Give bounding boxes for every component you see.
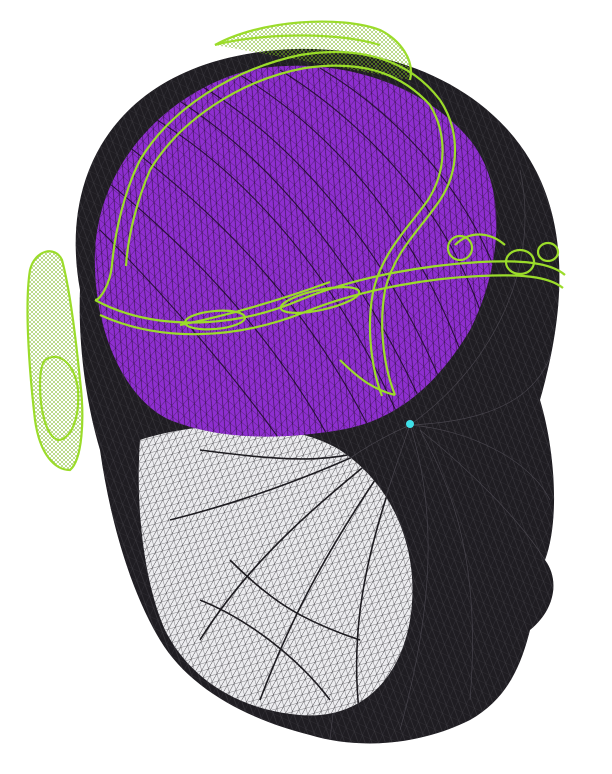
eeg-headset[interactable]: [26, 20, 566, 472]
electrode-marker[interactable]: [406, 420, 414, 428]
